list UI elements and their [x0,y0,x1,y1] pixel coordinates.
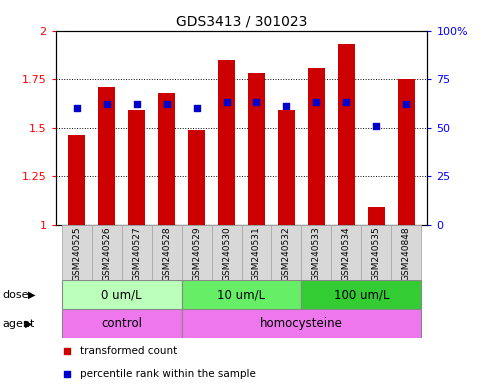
Bar [61,225,92,280]
Point [372,122,380,129]
Point [103,101,111,108]
Text: GSM240526: GSM240526 [102,226,111,281]
Text: homocysteine: homocysteine [260,317,343,330]
Bar [61,280,182,309]
Text: control: control [101,317,142,330]
Bar [158,93,175,225]
Text: 10 um/L: 10 um/L [217,288,266,301]
Bar [271,225,301,280]
Text: GSM240527: GSM240527 [132,226,141,281]
Point [133,101,141,108]
Bar [391,225,422,280]
Text: GSM240531: GSM240531 [252,226,261,281]
Bar [122,225,152,280]
Text: 100 um/L: 100 um/L [334,288,389,301]
Text: GSM240530: GSM240530 [222,226,231,281]
Text: transformed count: transformed count [80,346,177,356]
Point [253,99,260,106]
Text: GSM240534: GSM240534 [342,226,351,281]
Point [342,99,350,106]
Point [403,101,411,108]
Text: dose: dose [2,290,29,300]
Point [313,99,320,106]
Text: ▶: ▶ [25,318,33,329]
Text: GSM240529: GSM240529 [192,226,201,281]
Text: GSM240532: GSM240532 [282,226,291,281]
Point [223,99,230,106]
Bar [301,225,331,280]
Point [72,105,80,111]
Bar [278,110,295,225]
Bar [248,73,265,225]
Bar [242,225,271,280]
Point [283,103,290,109]
Bar [92,225,122,280]
Bar [182,309,422,338]
Bar [218,60,235,225]
Title: GDS3413 / 301023: GDS3413 / 301023 [176,14,307,28]
Text: GSM240528: GSM240528 [162,226,171,281]
Text: GSM240535: GSM240535 [372,226,381,281]
Point [63,371,71,377]
Point [163,101,170,108]
Bar [361,225,391,280]
Text: GSM240525: GSM240525 [72,226,81,281]
Bar [128,110,145,225]
Text: agent: agent [2,318,35,329]
Text: percentile rank within the sample: percentile rank within the sample [80,369,256,379]
Text: GSM240533: GSM240533 [312,226,321,281]
Point [193,105,200,111]
Bar [338,44,355,225]
Point [63,348,71,354]
Bar [212,225,242,280]
Bar [182,225,212,280]
Bar [68,136,85,225]
Bar [61,309,182,338]
Text: ▶: ▶ [28,290,36,300]
Bar [331,225,361,280]
Bar [98,87,115,225]
Text: GSM240848: GSM240848 [402,226,411,281]
Text: 0 um/L: 0 um/L [101,288,142,301]
Bar [308,68,325,225]
Bar [368,207,385,225]
Bar [398,79,415,225]
Bar [152,225,182,280]
Bar [301,280,422,309]
Bar [188,130,205,225]
Bar [182,280,301,309]
